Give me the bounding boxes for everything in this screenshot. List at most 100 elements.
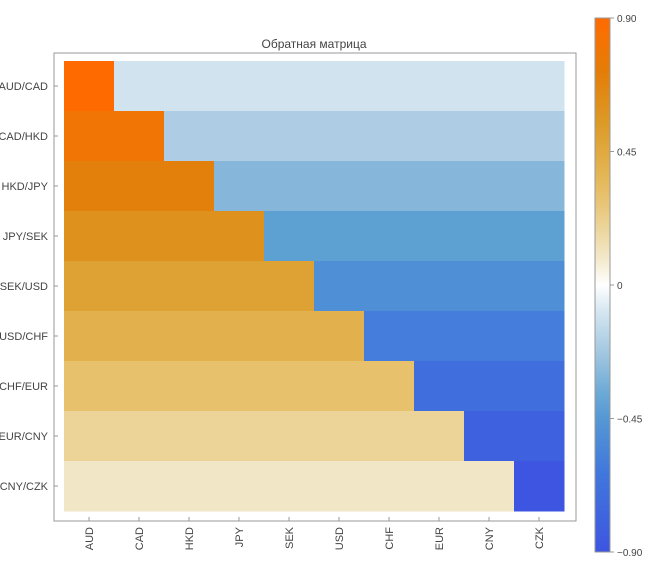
heatmap-cell (264, 161, 315, 212)
heatmap-cell (314, 461, 365, 512)
column-label: CHF (384, 527, 396, 550)
heatmap-cells (64, 61, 565, 512)
row-label: JPY/SEK (3, 231, 49, 243)
column-label: USD (334, 527, 346, 550)
heatmap-cell (64, 211, 115, 262)
heatmap-cell (114, 361, 165, 412)
row-label: HKD/JPY (2, 181, 49, 193)
heatmap-cell (464, 161, 515, 212)
row-label: AUD/CAD (0, 81, 48, 93)
chart-title: Обратная матрица (262, 37, 367, 51)
heatmap-cell (414, 161, 465, 212)
heatmap-cell (214, 461, 265, 512)
heatmap-cell (114, 311, 165, 362)
heatmap-cell (514, 361, 565, 412)
heatmap-cell (314, 361, 365, 412)
column-label: CNY (484, 526, 496, 550)
heatmap-cell (114, 461, 165, 512)
heatmap-cell (64, 411, 115, 462)
heatmap-cell (464, 411, 515, 462)
heatmap-cell (114, 211, 165, 262)
heatmap-cell (414, 411, 465, 462)
heatmap-cell (364, 311, 415, 362)
heatmap-cell (164, 211, 215, 262)
heatmap-cell (364, 261, 415, 312)
heatmap-cell (314, 261, 365, 312)
heatmap-cell (264, 211, 315, 262)
colorbar-gradient (594, 17, 611, 553)
row-label: SEK/USD (0, 281, 48, 293)
heatmap-cell (214, 411, 265, 462)
heatmap-cell (164, 411, 215, 462)
column-label: AUD (84, 527, 96, 550)
heatmap-cell (514, 461, 565, 512)
heatmap-cell (514, 111, 565, 162)
column-label: SEK (284, 526, 296, 549)
heatmap-cell (214, 361, 265, 412)
row-label: CAD/HKD (0, 131, 48, 143)
heatmap-cell (414, 261, 465, 312)
row-label: EUR/CNY (0, 431, 49, 443)
heatmap-cell (214, 211, 265, 262)
heatmap-cell (264, 411, 315, 462)
heatmap-cell (414, 461, 465, 512)
heatmap-cell (314, 61, 365, 112)
heatmap-cell (364, 461, 415, 512)
heatmap-cell (64, 111, 115, 162)
heatmap-cell (364, 61, 415, 112)
heatmap-cell (114, 111, 165, 162)
column-label: CAD (134, 527, 146, 550)
heatmap-cell (464, 261, 515, 312)
heatmap-cell (114, 61, 165, 112)
heatmap-cell (364, 111, 415, 162)
heatmap-cell (214, 111, 265, 162)
heatmap-cell (164, 311, 215, 362)
heatmap-cell (314, 211, 365, 262)
heatmap-cell (264, 461, 315, 512)
heatmap-cell (314, 161, 365, 212)
heatmap-cell (164, 61, 215, 112)
row-axis: AUD/CAD CAD/HKD HKD/JPY JPY/SEK SEK/USD USD/C… (0, 81, 58, 493)
heatmap-cell (464, 61, 515, 112)
column-axis: AUD CAD HKD JPY SEK USD CHF EUR CNY CZK (84, 517, 546, 550)
heatmap-cell (114, 261, 165, 312)
heatmap-cell (364, 161, 415, 212)
heatmap-cell (414, 361, 465, 412)
heatmap-cell (64, 61, 115, 112)
heatmap-cell (514, 311, 565, 362)
heatmap-cell (464, 111, 515, 162)
heatmap-cell (64, 161, 115, 212)
colorbar: 0.90 0.45 0 −0.45 −0.90 (594, 14, 643, 559)
heatmap-cell (314, 311, 365, 362)
heatmap-cell (164, 161, 215, 212)
colorbar-tick-label: 0.45 (617, 148, 637, 159)
heatmap-cell (164, 261, 215, 312)
heatmap-cell (514, 211, 565, 262)
heatmap-cell (164, 461, 215, 512)
colorbar-tick-label: −0.90 (617, 548, 643, 559)
heatmap-cell (264, 61, 315, 112)
heatmap-cell (64, 361, 115, 412)
heatmap-cell (214, 261, 265, 312)
heatmap-cell (264, 361, 315, 412)
row-label: USD/CHF (0, 331, 48, 343)
heatmap-cell (64, 311, 115, 362)
heatmap-cell (314, 411, 365, 462)
row-label: CNY/CZK (0, 481, 49, 493)
heatmap-cell (514, 261, 565, 312)
heatmap-cell (464, 361, 515, 412)
heatmap-cell (114, 411, 165, 462)
heatmap-cell (414, 211, 465, 262)
column-label: CZK (534, 526, 546, 549)
heatmap-cell (264, 311, 315, 362)
heatmap-cell (364, 211, 415, 262)
heatmap-cell (214, 161, 265, 212)
heatmap-cell (214, 311, 265, 362)
row-label: CHF/EUR (0, 381, 48, 393)
colorbar-tick-label: 0 (617, 281, 623, 292)
heatmap-cell (414, 311, 465, 362)
heatmap-cell (364, 361, 415, 412)
column-label: HKD (184, 527, 196, 550)
heatmap-cell (264, 261, 315, 312)
